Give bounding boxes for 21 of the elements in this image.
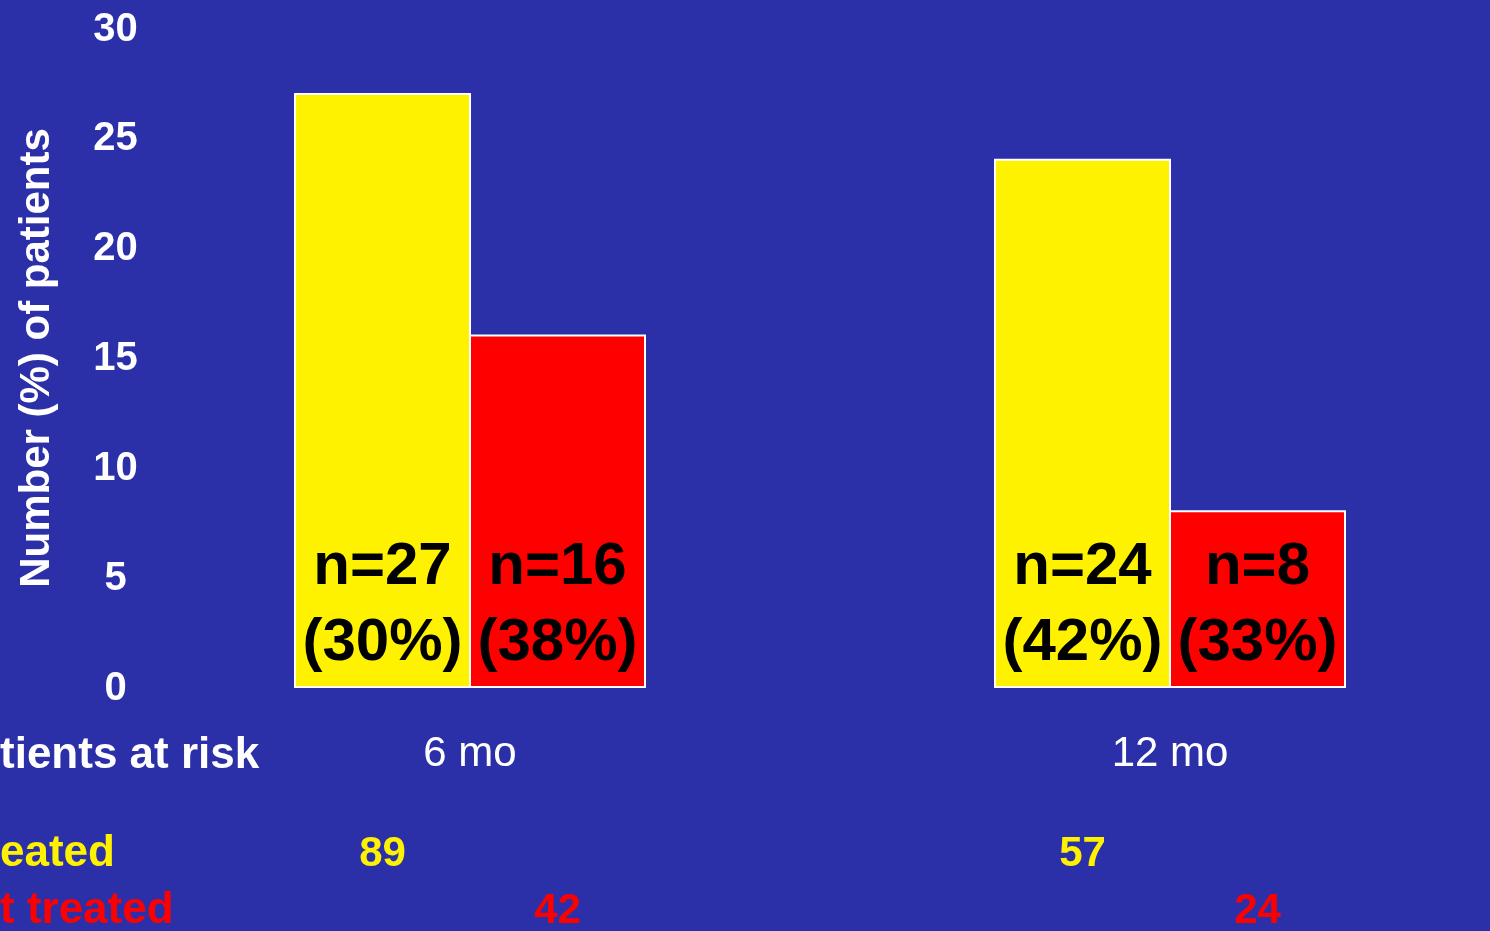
x-tick-label: 12 mo [1111, 727, 1229, 775]
text: 57 [1059, 828, 1106, 875]
y-tick-label: 0 [104, 663, 127, 708]
text: tients at risk [0, 728, 260, 777]
text: eated [0, 826, 115, 875]
text: 42 [534, 885, 581, 931]
y-tick-label: 25 [93, 114, 138, 159]
data-label: n=27 (30%) [302, 530, 463, 673]
data-label: n=8 (33%) [1177, 530, 1338, 673]
text: 89 [359, 828, 406, 875]
y-tick-label: 5 [104, 553, 127, 598]
y-tick-label: 30 [93, 4, 138, 49]
y-axis-title: Number (%) of patients [11, 128, 59, 588]
y-tick-label: 10 [93, 443, 138, 488]
x-tick-label: 6 mo [423, 727, 517, 775]
y-tick-label: 20 [93, 224, 138, 269]
data-label: n=24 (42%) [1002, 530, 1163, 673]
text: 24 [1234, 885, 1282, 931]
data-label: n=16 (38%) [477, 530, 638, 673]
text: t treated [0, 883, 174, 931]
y-tick-label: 15 [93, 334, 138, 378]
